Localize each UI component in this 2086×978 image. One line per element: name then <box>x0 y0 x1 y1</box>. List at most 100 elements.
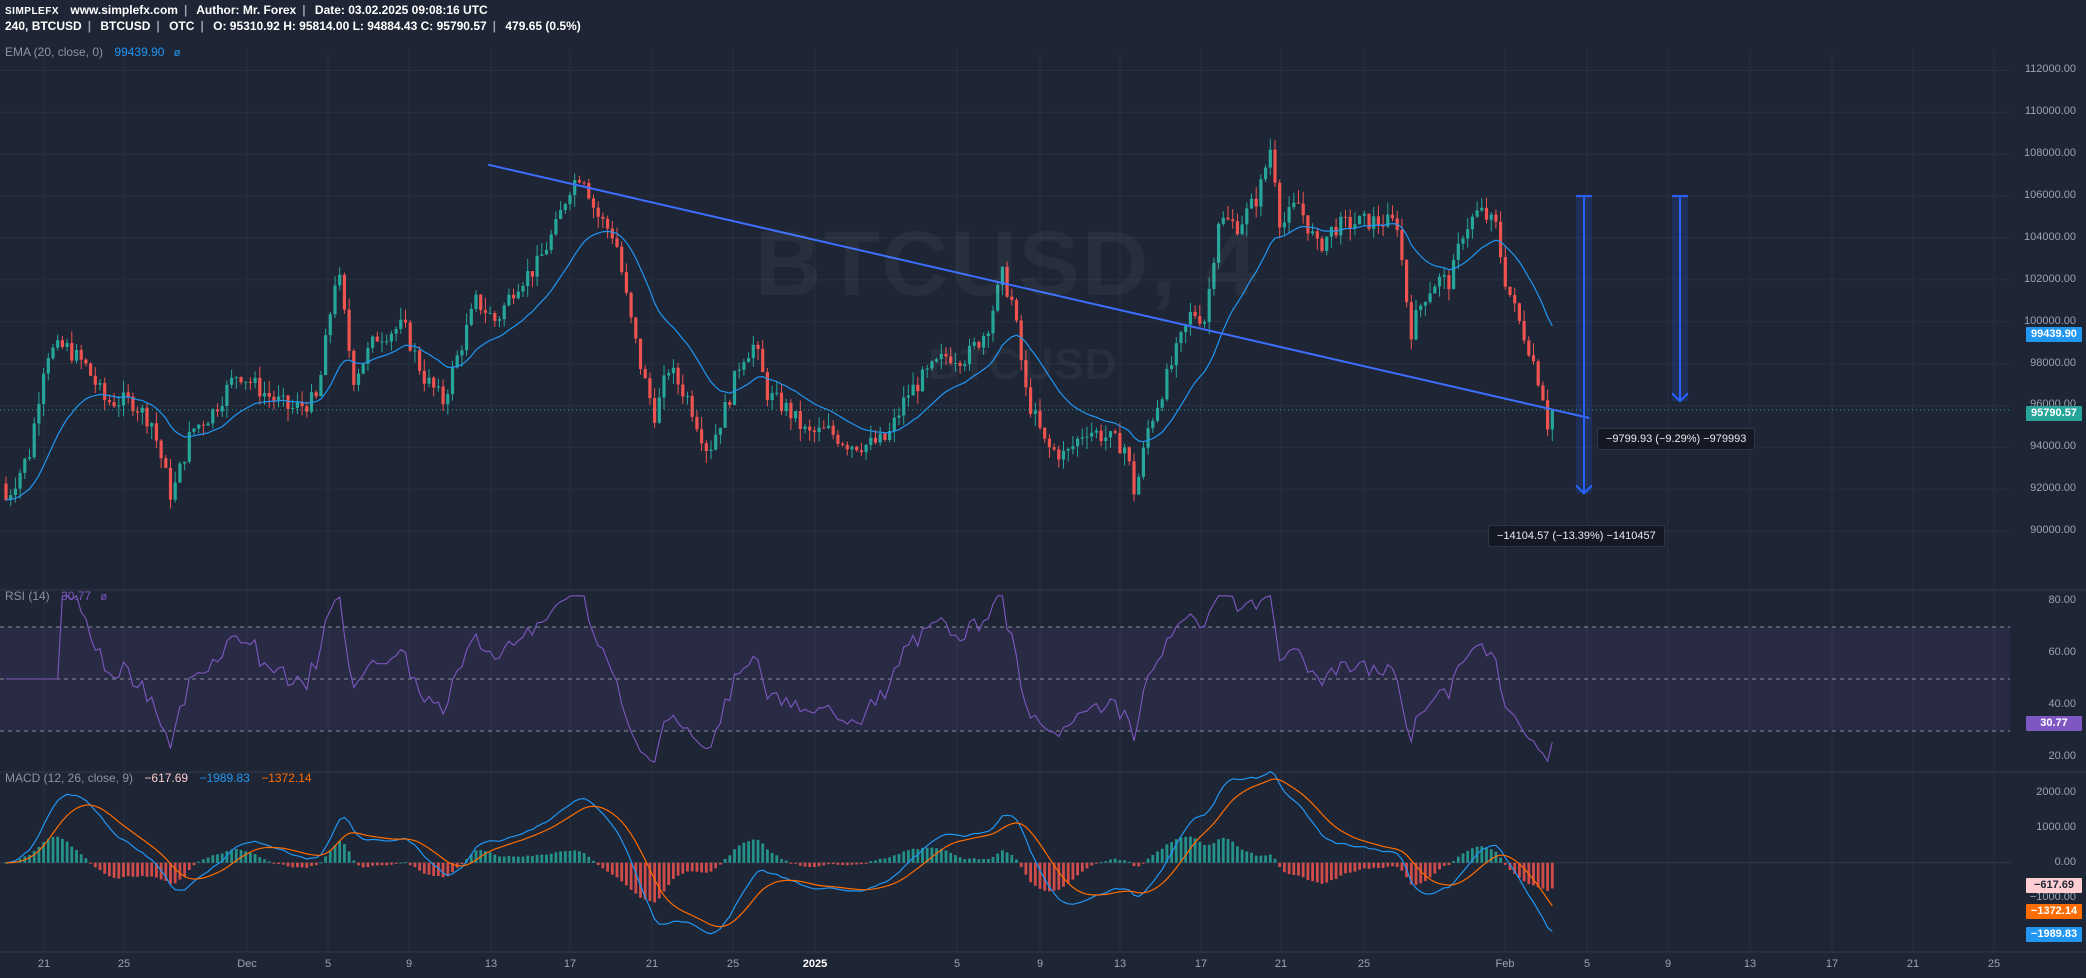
candle-body <box>93 375 97 385</box>
macd-hist-bar <box>328 850 332 863</box>
macd-hist-bar <box>1240 849 1244 863</box>
time-label: 9 <box>405 958 413 970</box>
axis-label: 80.00 <box>2048 594 2076 606</box>
candle-body <box>1123 447 1127 454</box>
macd-hist-bar <box>234 848 238 863</box>
candle-body <box>1198 316 1202 324</box>
macd-hist-bar <box>169 862 172 885</box>
macd-hist-bar <box>1203 845 1206 863</box>
arrow-head-icon <box>1671 392 1689 403</box>
candle-body <box>1541 385 1545 401</box>
macd-hist-bar <box>89 862 92 864</box>
candle-body <box>140 407 144 413</box>
candle-body <box>1043 427 1047 439</box>
candle-body <box>676 367 680 385</box>
candle-body <box>512 294 516 299</box>
macd-hist-bar <box>244 851 248 863</box>
candle-body <box>342 274 346 310</box>
candle-body <box>361 363 365 374</box>
measure-arrow-2 <box>1671 195 1689 403</box>
macd-hist-bar <box>986 858 990 863</box>
macd-hist-bar <box>921 847 924 863</box>
macd-hist-bar <box>714 862 718 869</box>
measure-label-short[interactable]: −9799.93 (−9.29%) −979993 <box>1597 428 1756 450</box>
candle-body <box>375 336 379 342</box>
macd-hist-bar <box>836 862 840 865</box>
macd-hist-bar <box>408 862 412 866</box>
macd-hist-bar <box>1447 862 1451 866</box>
candle-body <box>136 411 140 413</box>
candle-body <box>1301 203 1305 216</box>
candle-body <box>817 427 821 433</box>
candle-body <box>1132 461 1136 495</box>
axis-label: 0.00 <box>2054 855 2076 868</box>
macd-hist-bar <box>1142 862 1145 864</box>
macd-hist-bar <box>1391 862 1394 867</box>
macd-hist-bar <box>1104 861 1108 863</box>
candle-body <box>1348 216 1352 229</box>
candle-body <box>1522 320 1526 341</box>
candle-body <box>982 336 986 348</box>
macd-hist-bar <box>4 862 8 864</box>
macd-hist-bar <box>601 862 605 869</box>
macd-hist-tag: −617.69 <box>2026 878 2082 893</box>
candle-body <box>573 180 577 195</box>
candle-body <box>300 402 304 407</box>
macd-signal-value: −1372.14 <box>261 771 312 785</box>
macd-label: MACD (12, 26, close, 9) <box>5 771 134 785</box>
eye-icon[interactable]: ø <box>173 47 181 59</box>
macd-legend[interactable]: MACD (12, 26, close, 9) −617.69 −1989.83… <box>5 771 312 785</box>
macd-line-tag: −1989.83 <box>2026 927 2082 942</box>
macd-hist-bar <box>1409 862 1413 885</box>
macd-hist-bar <box>1038 862 1042 889</box>
candle-body <box>112 402 116 407</box>
macd-hist-bar <box>629 862 633 890</box>
macd-hist-bar <box>1508 862 1512 871</box>
macd-hist-bar <box>615 862 619 878</box>
candle-body <box>859 450 863 453</box>
candle-body <box>732 370 737 405</box>
macd-hist-bar <box>493 854 497 863</box>
macd-hist-bar <box>126 862 130 877</box>
axis-label: 106000.00 <box>2024 189 2076 202</box>
macd-hist-bar <box>827 862 830 865</box>
ema-legend[interactable]: EMA (20, close, 0) 99439.90 ø <box>5 45 181 59</box>
ema-label: EMA (20, close, 0) <box>5 45 104 59</box>
macd-hist-bar <box>173 862 177 884</box>
eye-icon[interactable]: ø <box>100 591 108 603</box>
candle-body <box>577 180 581 183</box>
macd-hist-bar <box>390 862 393 865</box>
rsi-value: 30.77 <box>61 589 92 603</box>
candle-body <box>855 446 859 451</box>
macd-hist-bar <box>1236 846 1239 863</box>
candle-body <box>629 292 633 318</box>
axis-label: 112000.00 <box>2024 63 2076 76</box>
candle-body <box>215 409 220 412</box>
macd-hist-bar <box>93 862 97 868</box>
candle-body <box>1057 449 1061 460</box>
macd-hist-bar <box>695 862 699 872</box>
candle-body <box>1546 400 1550 430</box>
candle-body <box>864 444 868 453</box>
candle-body <box>272 396 276 401</box>
macd-hist-bar <box>991 856 995 863</box>
macd-hist-bar <box>780 859 783 863</box>
candle-body <box>154 423 158 441</box>
candle-body <box>150 423 154 427</box>
rsi-legend[interactable]: RSI (14) 30.77 ø <box>5 589 107 603</box>
simplefx-logo: SIMPLEFX <box>5 6 60 17</box>
candle-body <box>530 271 534 277</box>
candle-body <box>1033 410 1037 414</box>
macd-hist-bar <box>634 862 638 894</box>
candle-body <box>1108 431 1113 438</box>
candle-body <box>1358 215 1362 225</box>
candle-body <box>1376 216 1380 225</box>
candle-body <box>1179 332 1183 344</box>
macd-hist-bar <box>371 862 374 866</box>
macd-hist-bar <box>1221 837 1225 863</box>
macd-hist-bar <box>1480 846 1484 863</box>
measure-label-long[interactable]: −14104.57 (−13.39%) −1410457 <box>1488 525 1665 547</box>
macd-hist-bar <box>704 862 708 873</box>
candle-body <box>944 353 948 357</box>
